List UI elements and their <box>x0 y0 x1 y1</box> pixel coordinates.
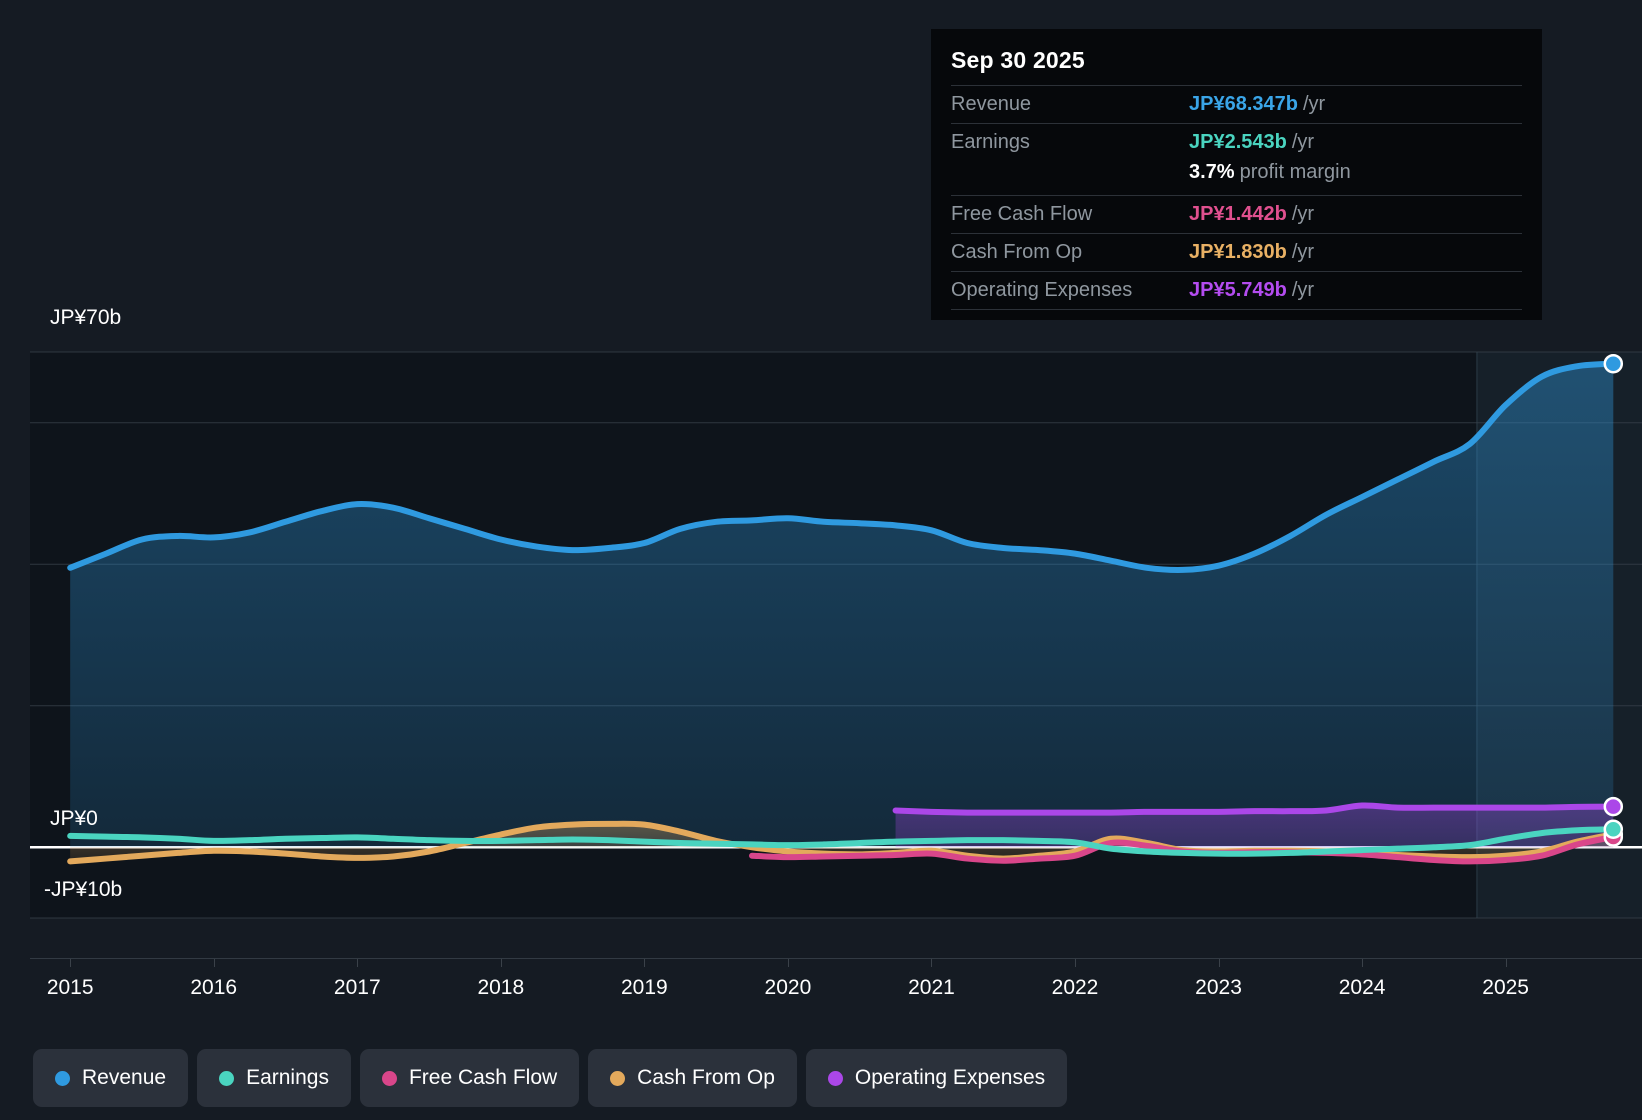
legend-item-revenue[interactable]: Revenue <box>33 1049 189 1107</box>
x-axis-tick <box>931 958 933 967</box>
x-axis-label: 2015 <box>46 976 94 999</box>
tooltip-row-value: JP¥5.749b <box>1189 279 1287 301</box>
series-operating-expenses <box>892 796 1624 848</box>
tooltip-row-value-wrap: JP¥1.442b/yr <box>1189 203 1314 226</box>
legend-label: Operating Expenses <box>854 1066 1046 1089</box>
legend-dot-icon <box>610 1070 626 1086</box>
legend-dot-icon <box>381 1070 397 1086</box>
legend-dot-icon <box>827 1070 843 1086</box>
tooltip-row-unit: /yr <box>1291 203 1315 225</box>
legend-item-free-cash-flow[interactable]: Free Cash Flow <box>359 1049 580 1107</box>
series-endpoint-marker <box>1603 353 1624 374</box>
tooltip-row-value: JP¥68.347b <box>1189 93 1298 115</box>
tooltip-profit-margin-wrap: 3.7% profit margin <box>1189 161 1351 184</box>
x-axis-label: 2016 <box>190 976 238 999</box>
x-axis-tick <box>1362 958 1364 967</box>
legend-label: Revenue <box>82 1066 167 1089</box>
x-axis-label: 2023 <box>1195 976 1242 999</box>
tooltip-row-profit-margin: 3.7% profit margin <box>951 161 1522 195</box>
tooltip-row-value-wrap: JP¥68.347b/yr <box>1189 93 1325 116</box>
x-axis-tick <box>500 958 502 967</box>
x-axis-baseline <box>30 958 1642 959</box>
legend-dot-icon <box>55 1070 70 1086</box>
x-axis-tick <box>70 958 72 967</box>
legend-item-operating-expenses[interactable]: Operating Expenses <box>805 1049 1068 1107</box>
x-axis-label: 2022 <box>1051 976 1099 999</box>
x-axis-label: 2019 <box>621 976 668 999</box>
x-axis-label: 2017 <box>333 976 381 999</box>
x-axis-tick <box>1075 958 1076 967</box>
x-axis-label: 2021 <box>908 976 955 999</box>
data-tooltip: Sep 30 2025 Revenue JP¥68.347b/yr Earnings… <box>931 29 1542 320</box>
legend-item-earnings[interactable]: Earnings <box>197 1049 351 1107</box>
tooltip-row-value: JP¥2.543b <box>1189 131 1287 153</box>
tooltip-row-operating-expenses: Operating Expenses JP¥5.749b/yr <box>951 271 1522 309</box>
tooltip-profit-margin-value: 3.7% <box>1189 161 1235 183</box>
series-endpoint-marker <box>1603 796 1624 817</box>
x-axis-label: 2024 <box>1338 976 1386 999</box>
tooltip-row-label: Free Cash Flow <box>951 203 1093 225</box>
x-axis-tick <box>787 958 789 967</box>
series-endpoint-marker <box>1603 819 1624 840</box>
tooltip-rows: Revenue JP¥68.347b/yr Earnings JP¥2.543b/yr… <box>951 85 1522 310</box>
tooltip-row-earnings: Earnings JP¥2.543b/yr <box>951 123 1522 161</box>
tooltip-row-value: JP¥1.830b <box>1189 241 1287 263</box>
tooltip-row-label: Cash From Op <box>951 241 1083 263</box>
tooltip-profit-margin-label: profit margin <box>1239 161 1351 183</box>
series-revenue <box>67 353 1624 848</box>
tooltip-row-revenue: Revenue JP¥68.347b/yr <box>951 85 1522 123</box>
y-axis-label-bottom: -JP¥10b <box>44 878 123 901</box>
legend-label: Cash From Op <box>637 1066 775 1089</box>
tooltip-row-label: Operating Expenses <box>951 279 1133 301</box>
tooltip-row-label: Revenue <box>951 93 1032 115</box>
tooltip-bottom-divider <box>951 309 1522 310</box>
y-axis-label-zero: JP¥0 <box>50 807 98 830</box>
x-axis-tick <box>357 958 359 967</box>
tooltip-row-value-wrap: JP¥1.830b/yr <box>1189 241 1314 264</box>
tooltip-row-unit: /yr <box>1302 93 1326 115</box>
x-axis-tick <box>644 958 646 967</box>
tooltip-row-value-wrap: JP¥2.543b/yr <box>1189 131 1314 154</box>
x-axis-tick <box>1505 958 1507 967</box>
x-axis-tick <box>1218 958 1220 967</box>
tooltip-row-value: JP¥1.442b <box>1189 203 1287 225</box>
legend-item-cash-from-op[interactable]: Cash From Op <box>588 1049 797 1107</box>
tooltip-row-unit: /yr <box>1291 279 1315 301</box>
y-axis-label-top: JP¥70b <box>50 306 122 329</box>
x-axis-tick <box>213 958 215 967</box>
chart-legend[interactable]: Revenue Earnings Free Cash Flow Cash From O… <box>33 1049 1068 1107</box>
legend-label: Earnings <box>246 1066 329 1089</box>
x-axis-label: 2018 <box>477 976 525 999</box>
tooltip-date: Sep 30 2025 <box>951 47 1085 73</box>
series-earnings <box>67 819 1624 857</box>
tooltip-row-value-wrap: JP¥5.749b/yr <box>1189 279 1314 302</box>
tooltip-row-unit: /yr <box>1291 241 1315 263</box>
tooltip-row-cash-from-op: Cash From Op JP¥1.830b/yr <box>951 233 1522 271</box>
tooltip-row-unit: /yr <box>1291 131 1315 153</box>
legend-label: Free Cash Flow <box>408 1066 558 1089</box>
legend-dot-icon <box>219 1070 235 1086</box>
tooltip-row-free-cash-flow: Free Cash Flow JP¥1.442b/yr <box>951 195 1522 233</box>
x-axis-label: 2025 <box>1482 976 1529 999</box>
tooltip-row-label: Earnings <box>951 131 1030 153</box>
x-axis-label: 2020 <box>764 976 812 999</box>
